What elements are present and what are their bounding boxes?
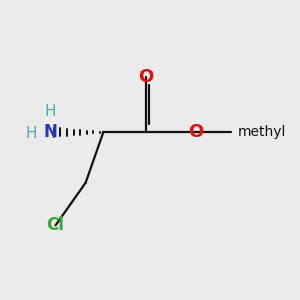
Text: Cl: Cl (46, 216, 64, 234)
Text: methyl: methyl (237, 125, 286, 140)
Text: H: H (26, 126, 37, 141)
Text: N: N (44, 123, 57, 141)
Text: O: O (189, 123, 204, 141)
Text: O: O (138, 68, 154, 86)
Text: H: H (45, 104, 56, 119)
